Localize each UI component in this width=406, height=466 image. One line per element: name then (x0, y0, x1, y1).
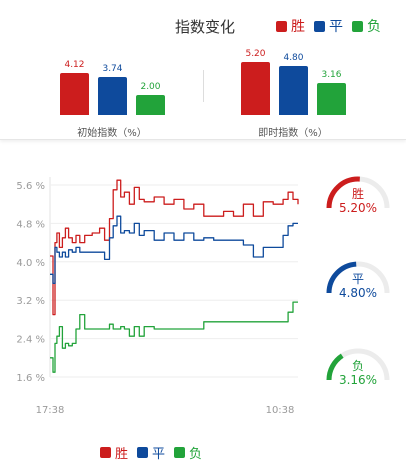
current-bar-fill-draw (279, 66, 308, 115)
current-bar-value-win: 5.20 (245, 48, 266, 59)
legend-item-loss[interactable]: 负 (352, 16, 381, 36)
bottom-legend-item-win[interactable]: 胜 (100, 443, 128, 462)
current-index-label: 即时指数（%） (258, 128, 328, 139)
gauge-fill-loss (326, 353, 344, 381)
series-line-loss (50, 301, 298, 373)
chart-title: 指数变化 (175, 18, 236, 36)
gauge-arc-loss (326, 348, 390, 381)
bottom-legend-swatch-draw (137, 447, 149, 458)
legend-swatch-win (276, 20, 287, 32)
initial-bar-draw: 3.74 (98, 61, 127, 115)
gauge-value-win: 5.20% (338, 201, 378, 215)
initial-bar-value-draw: 3.74 (102, 63, 123, 74)
gauge-fill-draw (326, 261, 357, 294)
initial-bar-value-win: 4.12 (64, 59, 85, 70)
initial-index-label: 初始指数（%） (77, 128, 147, 139)
index-summary-card: 指数变化 胜 平 负 4.12 3.74 2.00 初始指数（%） 5.20 4.80… (0, 0, 406, 140)
initial-bar-fill-draw (98, 76, 127, 115)
current-bar-fill-win (241, 61, 270, 115)
gauge-fill-win (326, 176, 360, 209)
legend-swatch-draw (314, 20, 325, 32)
legend-label-win: 胜 (291, 19, 305, 35)
series-line-win (50, 179, 299, 316)
y-tick-label: 3.2 % (16, 296, 45, 307)
current-bar-draw: 4.80 (279, 50, 308, 115)
top-legend: 胜 平 负 (276, 16, 390, 36)
bottom-legend-label-draw: 平 (152, 447, 166, 462)
gauge-loss: 负 3.16% (323, 342, 393, 402)
initial-bar-fill-win (60, 72, 89, 115)
gauge-value-loss: 3.16% (338, 373, 378, 387)
initial-index-bars: 4.12 3.74 2.00 (60, 40, 170, 115)
current-bar-win: 5.20 (241, 46, 270, 115)
initial-bar-loss: 2.00 (136, 79, 165, 115)
bottom-legend-item-loss[interactable]: 负 (174, 443, 202, 462)
bottom-legend-swatch-win (100, 447, 111, 458)
bottom-legend-swatch-loss (174, 447, 186, 458)
bottom-legend-label-win: 胜 (115, 447, 129, 462)
group-divider (203, 70, 204, 102)
current-bar-value-loss: 3.16 (321, 69, 342, 80)
y-tick-label: 4.8 % (16, 219, 45, 230)
initial-bar-win: 4.12 (60, 57, 89, 115)
y-tick-label: 5.6 % (16, 181, 45, 192)
x-tick-label-start: 17:38 (36, 405, 65, 416)
initial-bar-fill-loss (136, 94, 165, 115)
gauge-label-loss: 负 (351, 359, 364, 373)
index-line-chart: 5.6 % 4.8 % 4.0 % 3.2 % 2.4 % 1.6 % 17:38 10:38 (16, 177, 299, 416)
bottom-legend-label-loss: 负 (189, 447, 203, 462)
gauge-label-win: 胜 (351, 187, 364, 201)
current-index-bars: 5.20 4.80 3.16 (241, 40, 351, 115)
gauge-arc-draw (326, 261, 390, 294)
legend-swatch-loss (352, 20, 363, 32)
y-tick-label: 1.6 % (16, 373, 45, 384)
current-bar-value-draw: 4.80 (283, 53, 304, 64)
y-tick-label: 2.4 % (16, 335, 45, 346)
gauge-label-draw: 平 (351, 272, 364, 286)
bottom-legend: 胜 平 负 (100, 443, 211, 462)
gauge-arc-win (326, 176, 390, 209)
x-tick-label-end: 10:38 (266, 405, 295, 416)
series-line-draw (50, 215, 298, 285)
legend-label-draw: 平 (329, 19, 343, 35)
y-tick-label: 4.0 % (16, 258, 45, 269)
legend-item-draw[interactable]: 平 (314, 16, 343, 36)
legend-item-win[interactable]: 胜 (276, 16, 305, 36)
gauge-win: 胜 5.20% (323, 170, 393, 230)
legend-label-loss: 负 (367, 19, 381, 35)
current-bar-fill-loss (317, 82, 346, 115)
gauge-draw: 平 4.80% (323, 255, 393, 315)
bottom-legend-item-draw[interactable]: 平 (137, 443, 165, 462)
gauge-value-draw: 4.80% (338, 286, 378, 300)
current-bar-loss: 3.16 (317, 67, 346, 115)
initial-bar-value-loss: 2.00 (140, 81, 161, 92)
